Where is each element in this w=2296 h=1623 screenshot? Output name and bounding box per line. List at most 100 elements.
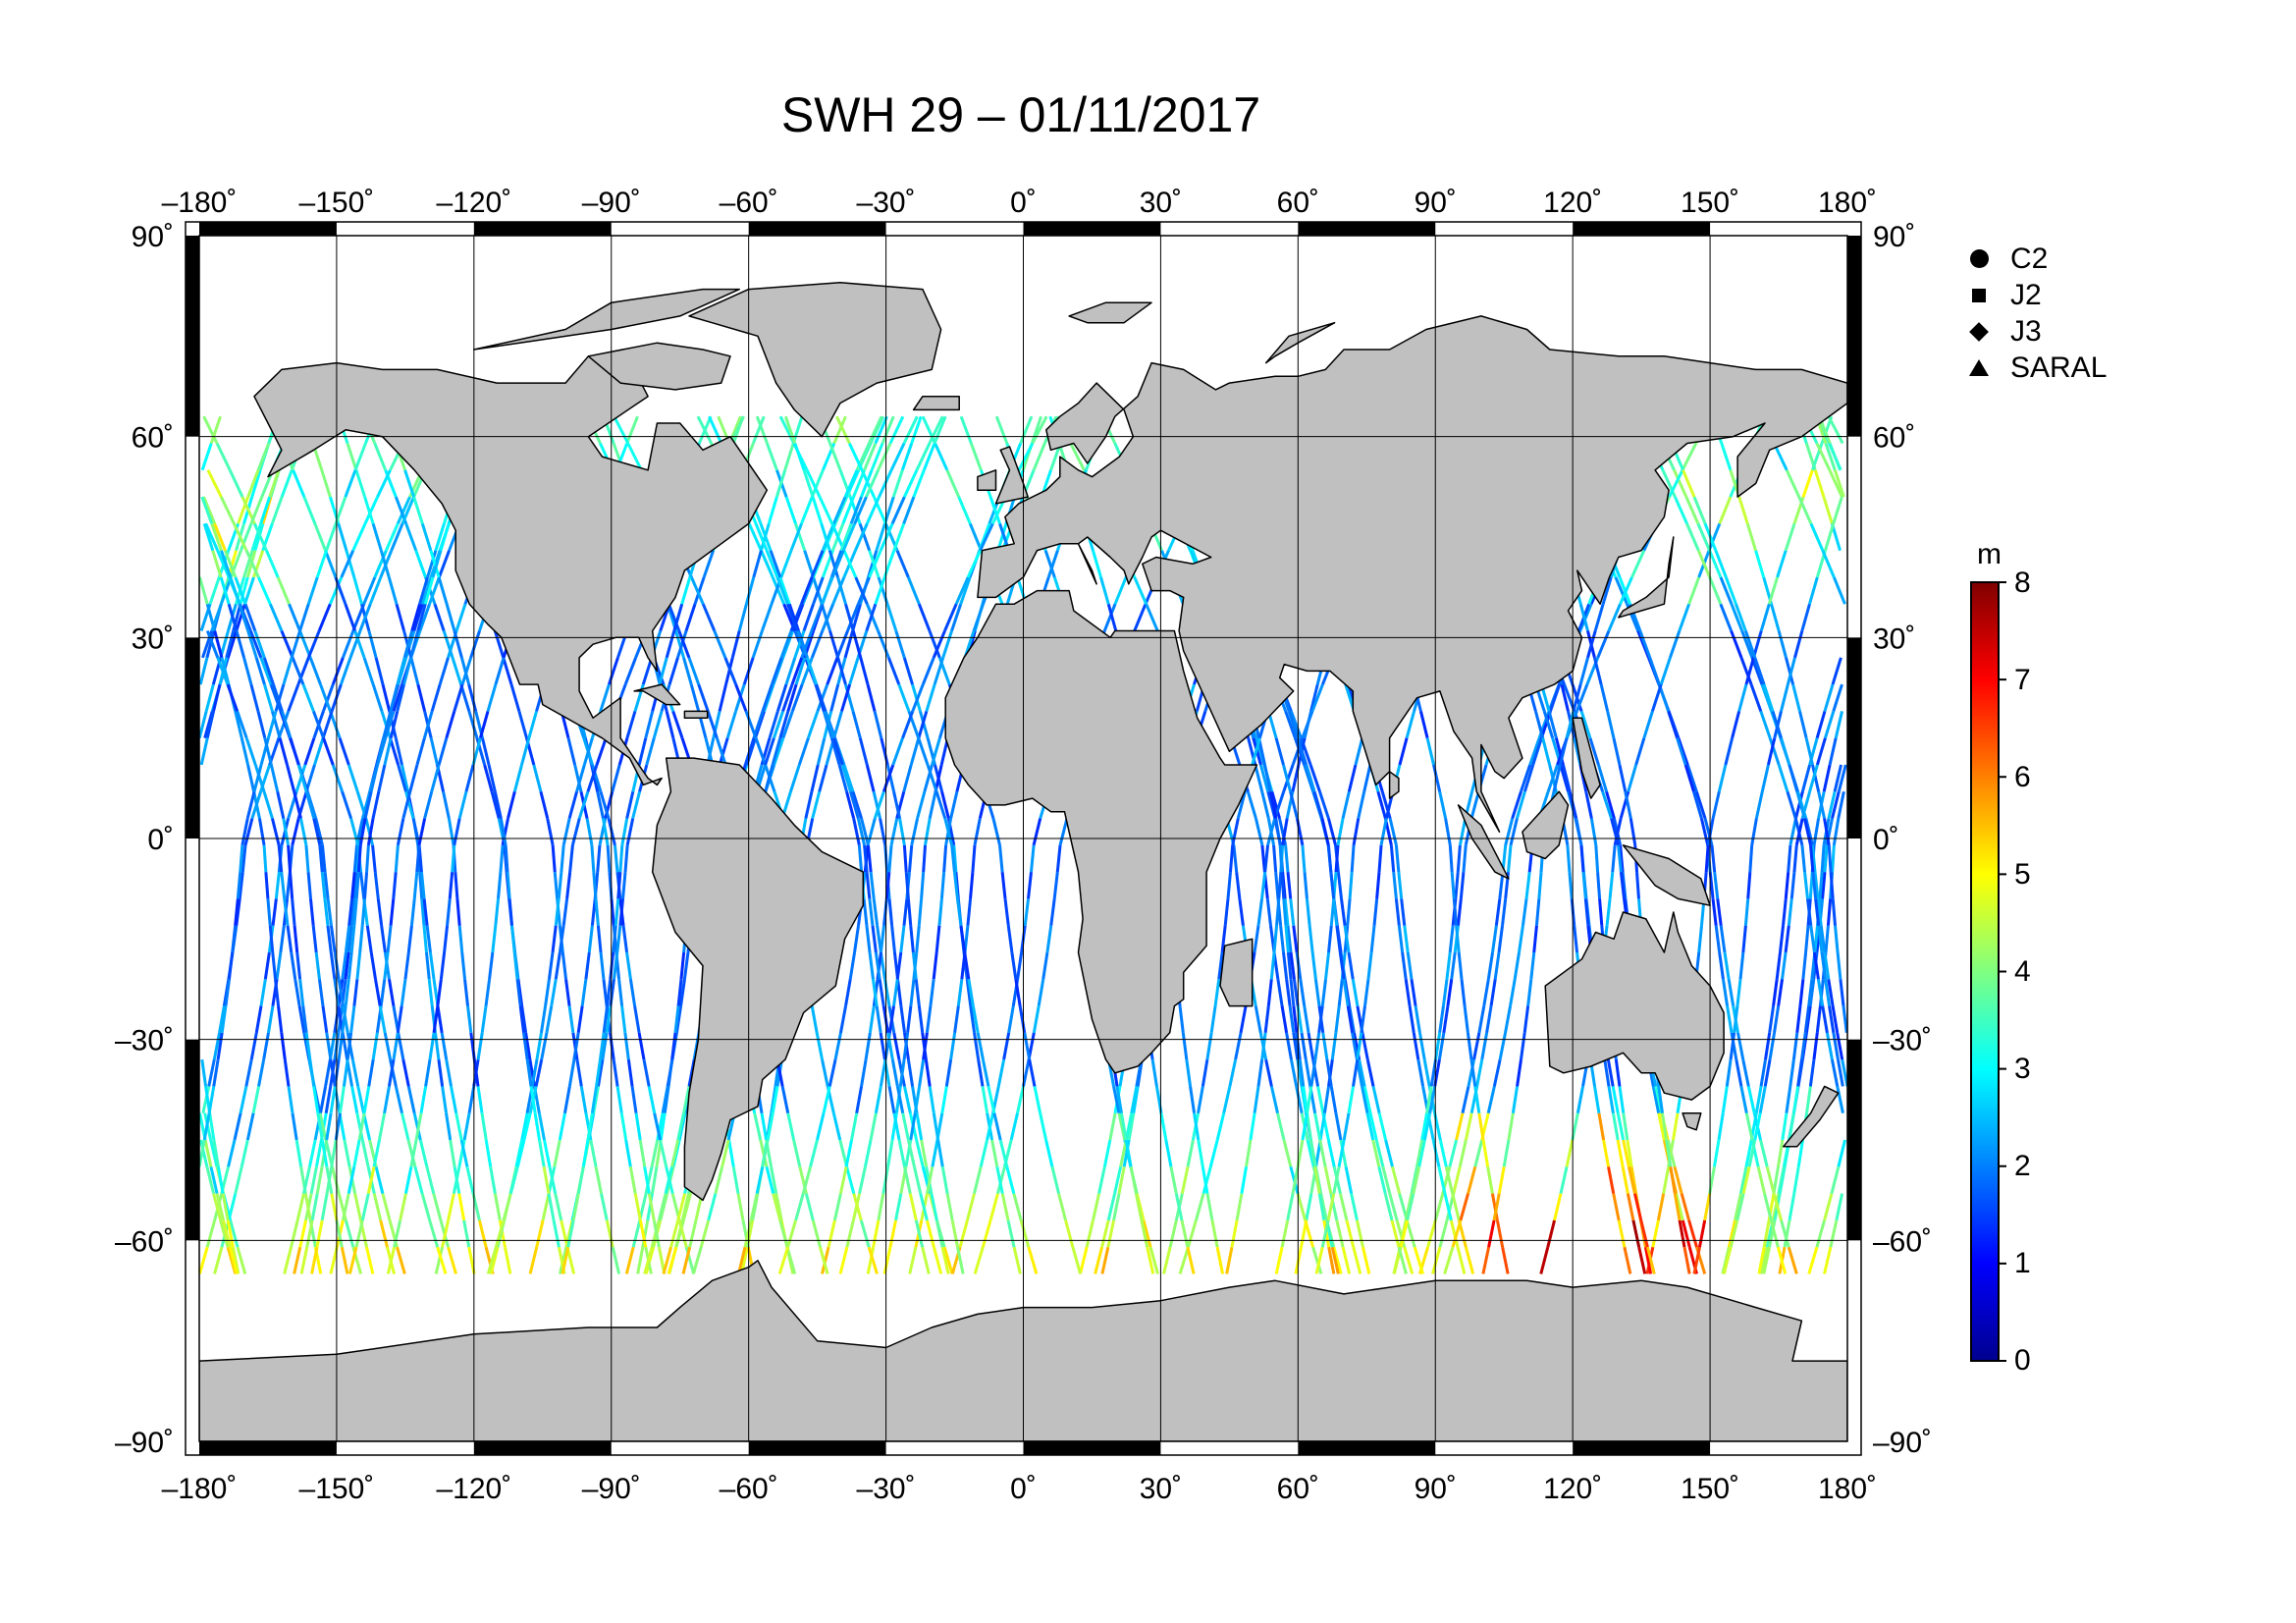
- swh-track-segment: [1264, 1058, 1273, 1087]
- swh-track-segment: [1281, 818, 1289, 846]
- swh-track-segment: [1533, 710, 1545, 739]
- swh-track-segment: [677, 1219, 688, 1248]
- swh-track-segment: [1638, 629, 1652, 659]
- swh-track-segment: [1632, 1193, 1643, 1221]
- swh-track-segment: [889, 442, 906, 471]
- swh-track-segment: [1201, 1166, 1209, 1194]
- swh-track-segment: [1827, 979, 1835, 1006]
- swh-track-segment: [863, 844, 869, 873]
- swh-track-segment: [1201, 1058, 1209, 1087]
- swh-track-segment: [219, 576, 231, 605]
- swh-track-segment: [1740, 629, 1754, 659]
- swh-track-segment: [615, 1086, 623, 1113]
- swh-track-segment: [454, 871, 459, 899]
- swh-track-segment: [1772, 979, 1779, 1006]
- swh-track-segment: [1727, 979, 1735, 1006]
- swh-track-segment: [902, 844, 908, 873]
- swh-track-segment: [638, 1219, 648, 1248]
- swh-track-segment: [1441, 979, 1449, 1006]
- swh-track-segment: [684, 603, 697, 631]
- swh-track-segment: [433, 1032, 441, 1060]
- swh-track-segment: [394, 844, 400, 873]
- swh-track-segment: [1699, 818, 1710, 846]
- swh-track-segment: [518, 1005, 526, 1034]
- swh-track-segment: [377, 764, 387, 792]
- swh-track-segment: [1762, 683, 1775, 712]
- swh-track-segment: [1337, 979, 1344, 1006]
- swh-track-segment: [1708, 576, 1723, 605]
- swh-track-segment: [662, 1246, 672, 1274]
- swh-track-segment: [1744, 1112, 1754, 1141]
- swh-track-segment: [665, 711, 675, 739]
- swh-track-segment: [931, 1139, 939, 1167]
- swh-track-segment: [1433, 1193, 1445, 1221]
- swh-track-segment: [445, 1058, 454, 1087]
- swh-track-segment: [216, 550, 231, 578]
- swh-track-segment: [761, 683, 774, 712]
- land-polygon: [1618, 536, 1675, 619]
- swh-track-segment: [1284, 710, 1297, 739]
- swh-track-segment: [280, 629, 294, 659]
- swh-track-segment: [1772, 1166, 1780, 1194]
- swh-track-segment: [1832, 496, 1843, 524]
- swh-track-segment: [838, 1165, 848, 1194]
- swh-track-segment: [369, 951, 377, 980]
- diamond-icon: [1959, 317, 1999, 347]
- swh-track-segment: [1332, 898, 1339, 926]
- swh-track-segment: [1716, 898, 1723, 926]
- swh-track-segment: [1408, 1005, 1415, 1034]
- swh-track-segment: [903, 469, 919, 498]
- swh-track-segment: [397, 1032, 405, 1060]
- swh-track-segment: [981, 1086, 989, 1113]
- swh-track-segment: [280, 871, 287, 899]
- swh-track-segment: [1781, 1112, 1789, 1141]
- map-title: SWH 29 – 01/11/2017: [780, 87, 1261, 142]
- swh-track-segment: [1816, 898, 1823, 926]
- swh-track-segment: [872, 898, 880, 926]
- swh-track-segment: [1043, 550, 1056, 578]
- swh-track-segment: [1578, 603, 1589, 631]
- swh-track-segment: [572, 1032, 580, 1060]
- swh-track-segment: [894, 1193, 903, 1221]
- swh-track-segment: [775, 576, 789, 605]
- swh-track-segment: [1537, 871, 1543, 899]
- swh-track-segment: [1375, 871, 1381, 899]
- swh-track-segment: [335, 1219, 344, 1248]
- swh-track-segment: [1119, 1139, 1128, 1167]
- swh-track-segment: [1661, 1112, 1669, 1141]
- swh-track-segment: [344, 1219, 355, 1248]
- swh-track-segment: [297, 1005, 306, 1034]
- swh-track-segment: [577, 790, 590, 819]
- swh-track-segment: [308, 898, 315, 926]
- swh-track-segment: [949, 1032, 957, 1060]
- swh-track-segment: [1028, 1058, 1037, 1087]
- swh-track-segment: [877, 1193, 885, 1221]
- swh-track-segment: [371, 1032, 379, 1060]
- swh-track-segment: [550, 979, 558, 1006]
- swh-track-segment: [1467, 1165, 1477, 1194]
- swh-track-segment: [623, 657, 638, 685]
- y-tick-label-right: 30˚: [1873, 622, 1915, 655]
- swh-track-segment: [486, 1246, 498, 1274]
- swh-track-segment: [1528, 737, 1541, 766]
- swh-track-segment: [1431, 1246, 1442, 1274]
- swh-track-segment: [887, 1005, 895, 1034]
- swh-track-segment: [434, 1246, 445, 1274]
- swh-track-segment: [945, 469, 961, 498]
- swh-track-segment: [463, 979, 470, 1006]
- swh-track-segment: [1260, 790, 1270, 819]
- swh-track-segment: [282, 818, 291, 846]
- swh-track-segment: [445, 710, 456, 739]
- swh-track-segment: [1339, 1139, 1348, 1167]
- swh-track-segment: [892, 522, 906, 552]
- swh-track-segment: [353, 1193, 362, 1221]
- swh-track-segment: [1397, 871, 1404, 899]
- swh-track-segment: [1827, 790, 1837, 819]
- swh-track-segment: [642, 1058, 651, 1087]
- swh-track-segment: [1743, 630, 1757, 659]
- swh-track-segment: [687, 657, 701, 685]
- swh-track-segment: [872, 790, 882, 819]
- swh-track-segment: [1830, 1165, 1841, 1194]
- swh-track-segment: [352, 871, 358, 899]
- swh-track-segment: [1616, 1112, 1626, 1141]
